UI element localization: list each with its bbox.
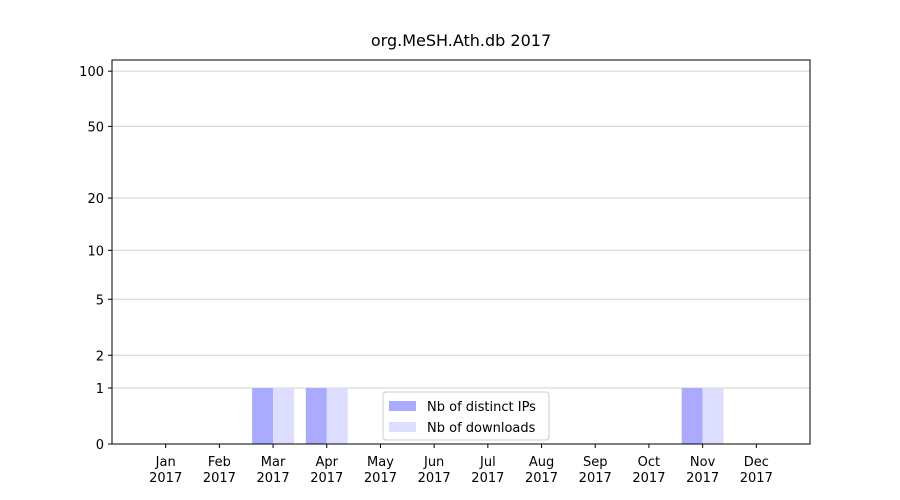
plot-frame [111, 59, 811, 445]
bar [702, 388, 724, 444]
x-tick-label: Oct 2017 [632, 455, 665, 486]
x-tick-label-line: Oct [638, 455, 660, 470]
x-tick-label-line: 2017 [686, 471, 719, 486]
y-tick-label: 0 [96, 438, 104, 453]
x-tick-label-line: 2017 [579, 471, 612, 486]
x-tick-label-line: 2017 [203, 471, 236, 486]
x-tick-label: May 2017 [364, 455, 397, 486]
x-tick-label-line: Aug [529, 455, 554, 470]
x-tick-label-line: 2017 [525, 471, 558, 486]
x-tick-label-line: Jan [155, 455, 176, 470]
x-tick-label: Nov 2017 [686, 455, 719, 486]
legend-swatch [389, 422, 416, 432]
x-tick-label-line: Jun [423, 455, 444, 470]
bar [326, 388, 348, 444]
x-tick-label-line: 2017 [632, 471, 665, 486]
y-tick-label: 100 [79, 65, 104, 80]
bar [305, 388, 327, 444]
bar [252, 388, 274, 444]
x-tick-label: Jul 2017 [471, 455, 504, 486]
x-tick-label-line: 2017 [310, 471, 343, 486]
x-tick-label: Jan 2017 [149, 455, 182, 486]
chart-title: org.MeSH.Ath.db 2017 [371, 31, 551, 50]
bar [273, 388, 295, 444]
x-tick-label: Feb 2017 [203, 455, 236, 486]
legend-label: Nb of downloads [427, 421, 536, 436]
x-tick-label: Aug 2017 [525, 455, 558, 486]
x-tick-label-line: 2017 [149, 471, 182, 486]
x-tick-label-line: Feb [208, 455, 231, 470]
x-tick-label: Dec 2017 [740, 455, 773, 486]
x-tick-label: Jun 2017 [418, 455, 451, 486]
x-tick-label-line: 2017 [471, 471, 504, 486]
x-tick-label-line: May [367, 455, 394, 470]
legend-box [382, 391, 550, 441]
x-tick-label: Apr 2017 [310, 455, 343, 486]
x-tick-label-line: 2017 [740, 471, 773, 486]
legend-swatch [389, 401, 416, 411]
y-tick-label: 10 [87, 244, 104, 259]
y-tick-label: 2 [96, 349, 104, 364]
y-tick-label: 20 [87, 192, 104, 207]
x-tick-label-line: Jul [479, 455, 496, 470]
x-tick-label-line: Apr [316, 455, 339, 470]
bar [681, 388, 703, 444]
x-tick-label-line: 2017 [364, 471, 397, 486]
x-tick-label-line: 2017 [257, 471, 290, 486]
x-tick-label-line: Nov [690, 455, 716, 470]
x-tick-label-line: Mar [261, 455, 286, 470]
x-tick-label: Sep 2017 [579, 455, 612, 486]
x-tick-label-line: 2017 [418, 471, 451, 486]
x-tick-label-line: Sep [583, 455, 608, 470]
y-tick-label: 5 [96, 293, 104, 308]
legend-label: Nb of distinct IPs [427, 400, 536, 415]
x-tick-label: Mar 2017 [257, 455, 290, 486]
y-tick-label: 1 [96, 382, 104, 397]
x-tick-label-line: Dec [744, 455, 769, 470]
y-tick-label: 50 [87, 120, 104, 135]
